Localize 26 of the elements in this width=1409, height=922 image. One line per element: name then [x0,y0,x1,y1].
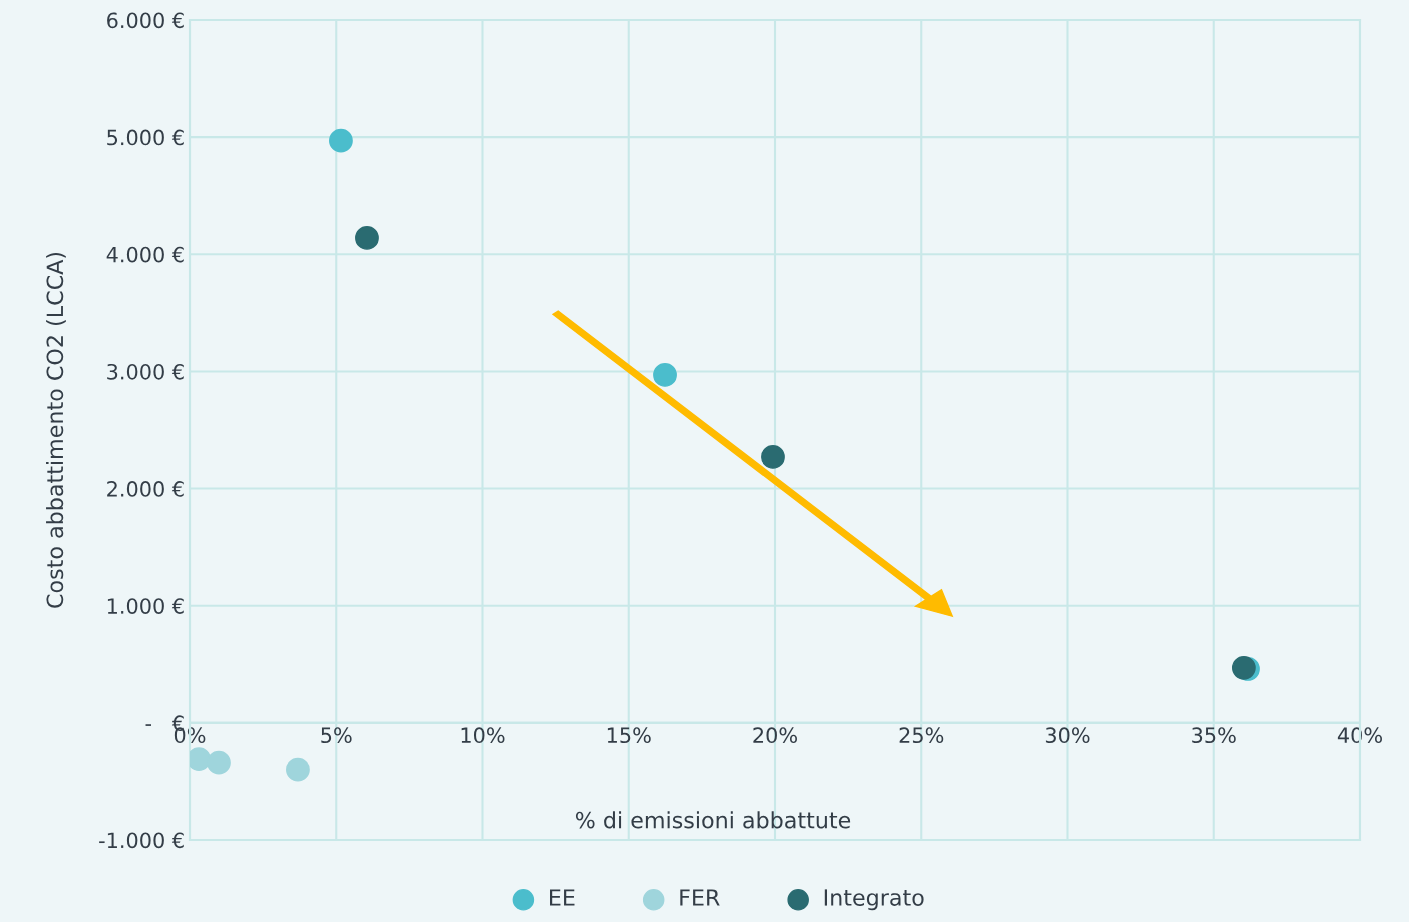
x-tick-label: 5% [321,727,352,744]
point [329,128,353,153]
legend-label: EE [550,889,575,906]
x-axis-title: % di emissioni abbattute [575,811,851,829]
x-tick-label: 30% [1045,727,1090,744]
point [761,445,785,469]
x-tick-label: 35% [1192,727,1236,744]
legend-label: FER [680,889,720,906]
x-tick-label: 25% [899,727,944,744]
y-tick-label: 2.000 € [107,481,184,497]
y-tick-label: 4.000 € [106,246,184,263]
y-tick-label: 1.000 € [107,598,184,614]
point [1231,655,1256,680]
point [286,757,310,782]
y-axis-title: Costo abbattimento CO2 (LCCA) [46,252,66,608]
y-tick-label: -1.000 € [99,832,184,849]
legend-label: Integrato [824,889,924,911]
y-tick-label: 3.000 € [107,363,184,380]
point [653,363,677,387]
x-tick-label: 15% [607,727,651,744]
y-tick-label: 6.000 € [107,12,184,29]
x-tick-label: 10% [461,727,505,744]
point [207,750,231,775]
point [355,225,379,250]
y-tick-label: 5.000 € [107,129,184,146]
x-tick-label: 20% [753,727,797,744]
